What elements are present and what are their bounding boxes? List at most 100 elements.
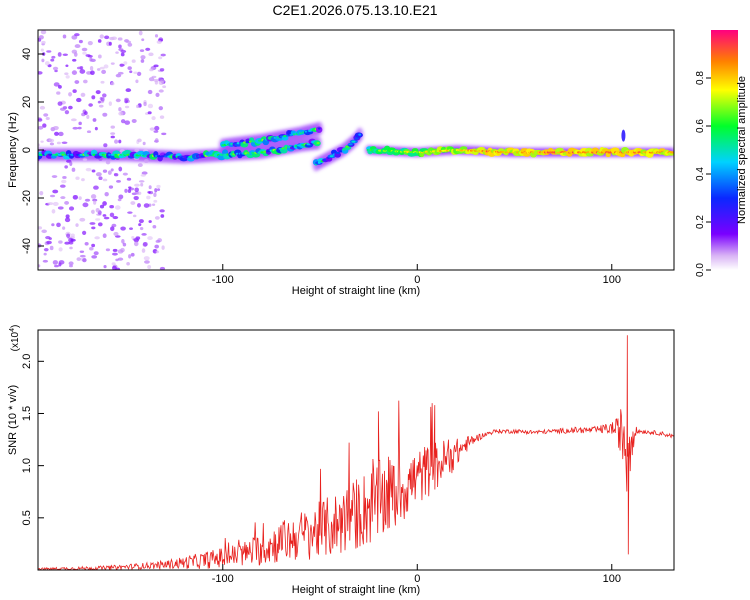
noise-blob xyxy=(99,66,105,70)
noise-blob xyxy=(103,216,110,220)
noise-blob xyxy=(143,256,150,261)
noise-blob xyxy=(124,97,129,102)
noise-blob xyxy=(79,250,85,253)
noise-blob xyxy=(69,161,73,167)
noise-blob xyxy=(74,44,81,49)
noise-blob xyxy=(54,264,59,268)
noise-blob xyxy=(42,123,47,128)
noise-blob xyxy=(159,209,165,213)
y-tick-label: -40 xyxy=(21,238,33,254)
noise-blob xyxy=(130,201,136,205)
noise-blob xyxy=(100,80,105,84)
noise-blob xyxy=(154,188,158,193)
noise-blob xyxy=(90,70,95,76)
noise-blob xyxy=(154,216,160,220)
noise-blob xyxy=(52,201,59,206)
chart-title: C2E1.2026.075.13.10.E21 xyxy=(272,2,438,18)
x-tick-label: 0 xyxy=(414,573,420,585)
noise-blob xyxy=(54,131,59,136)
noise-blob xyxy=(154,138,159,143)
colorbar-tick-label: 0.0 xyxy=(695,263,706,277)
x-tick-label: 100 xyxy=(603,573,621,585)
noise-blob xyxy=(125,88,132,92)
ridge-blob xyxy=(281,135,289,141)
noise-blob xyxy=(68,105,73,110)
x-tick-label: -100 xyxy=(212,274,234,286)
noise-blob xyxy=(71,49,78,54)
noise-blob xyxy=(91,243,96,248)
noise-blob xyxy=(143,159,149,164)
noise-blob xyxy=(158,89,164,93)
noise-blob xyxy=(126,40,132,44)
noise-blob xyxy=(56,222,61,228)
noise-blob xyxy=(68,261,74,266)
noise-blob xyxy=(87,40,93,46)
noise-blob xyxy=(89,66,94,71)
noise-blob xyxy=(38,118,43,122)
noise-blob xyxy=(89,57,93,62)
noise-blob xyxy=(159,115,165,119)
noise-blob xyxy=(97,100,101,104)
noise-blob xyxy=(141,171,148,175)
noise-blob xyxy=(110,82,115,86)
noise-blob xyxy=(134,187,139,193)
noise-blob xyxy=(95,218,101,221)
noise-blob xyxy=(141,233,147,236)
ridge-core xyxy=(316,141,320,145)
ridge-core xyxy=(242,141,247,144)
noise-blob xyxy=(151,203,156,206)
noise-blob xyxy=(70,118,77,122)
noise-blob xyxy=(112,216,119,220)
noise-blob xyxy=(64,217,71,223)
y-tick-label: 20 xyxy=(21,96,33,108)
noise-blob xyxy=(46,240,52,245)
noise-blob xyxy=(109,205,114,209)
noise-blob xyxy=(59,184,66,188)
ridge-core xyxy=(61,153,65,156)
noise-blob xyxy=(160,214,165,218)
noise-blob xyxy=(94,236,100,240)
ridge-core xyxy=(669,151,674,154)
noise-blob xyxy=(98,104,104,108)
noise-blob xyxy=(84,111,88,116)
colorbar-label: Normalized spectral amplitude xyxy=(736,76,748,224)
noise-blob xyxy=(75,223,79,227)
noise-blob xyxy=(81,178,85,182)
ridge-core xyxy=(154,154,158,158)
noise-blob xyxy=(40,48,44,52)
noise-blob xyxy=(110,226,115,232)
noise-blob xyxy=(110,168,114,172)
noise-blob xyxy=(76,257,82,262)
noise-blob xyxy=(123,61,128,65)
noise-blob xyxy=(144,260,150,264)
ridge-core xyxy=(236,142,240,145)
noise-blob xyxy=(113,173,119,177)
noise-blob xyxy=(49,245,54,251)
noise-blob xyxy=(115,51,119,54)
noise-blob xyxy=(41,229,47,234)
noise-blob xyxy=(80,92,86,97)
noise-blob xyxy=(70,233,75,237)
noise-blob xyxy=(74,33,80,37)
noise-blob xyxy=(72,194,79,200)
noise-blob xyxy=(78,121,82,126)
noise-blob xyxy=(120,119,126,124)
ridge-core xyxy=(108,153,111,156)
noise-blob xyxy=(52,66,59,71)
noise-blob xyxy=(93,200,97,205)
noise-blob xyxy=(65,214,70,219)
noise-blob xyxy=(91,95,96,100)
noise-blob xyxy=(82,258,87,263)
ridge-core xyxy=(351,140,356,143)
noise-blob xyxy=(79,69,86,74)
noise-blob xyxy=(116,98,121,103)
noise-blob xyxy=(132,214,137,218)
y-tick-label: 40 xyxy=(21,48,33,60)
noise-blob xyxy=(47,202,54,206)
noise-blob xyxy=(154,244,159,249)
noise-blob xyxy=(102,112,108,117)
colorbar-ticks: 0.0 0.2 0.4 0.6 0.8 xyxy=(695,71,711,277)
spectrogram-panel: -100 0 100 -40 -20 0 20 40 Height of straight … xyxy=(7,29,675,297)
noise-blob xyxy=(140,182,144,187)
